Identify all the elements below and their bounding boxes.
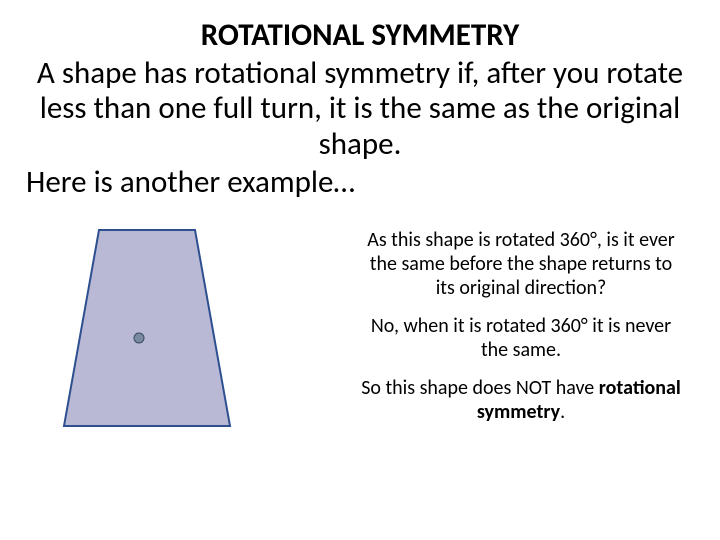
- slide-title: ROTATIONAL SYMMETRY: [20, 18, 700, 54]
- content-row: As this shape is rotated 360°, is it eve…: [20, 228, 700, 438]
- conclusion-suffix: .: [560, 400, 565, 424]
- trapezoid-polygon: [64, 230, 230, 426]
- explain-question: As this shape is rotated 360°, is it eve…: [360, 228, 682, 300]
- center-dot-icon: [134, 333, 144, 343]
- explanation-column: As this shape is rotated 360°, is it eve…: [360, 228, 700, 438]
- trapezoid-shape: [62, 228, 232, 428]
- example-intro-text: Here is another example…: [20, 165, 700, 201]
- definition-text: A shape has rotational symmetry if, afte…: [20, 56, 700, 163]
- explain-conclusion: So this shape does NOT have rotational s…: [360, 376, 682, 424]
- explain-answer: No, when it is rotated 360° it is never …: [360, 314, 682, 362]
- slide: ROTATIONAL SYMMETRY A shape has rotation…: [0, 0, 720, 540]
- conclusion-prefix: So this shape does NOT have: [361, 376, 599, 400]
- shape-column: [20, 228, 360, 438]
